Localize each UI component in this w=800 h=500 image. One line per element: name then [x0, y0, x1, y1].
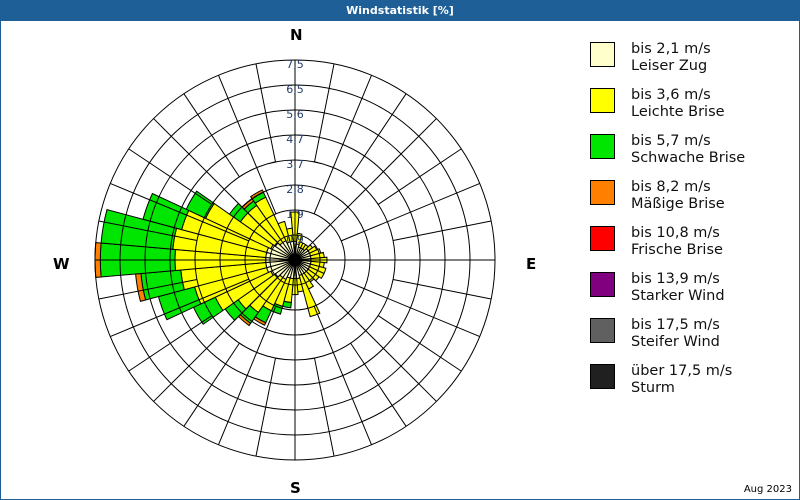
rose-bar-segment	[277, 220, 291, 244]
ring-label: 5,6	[286, 108, 304, 121]
legend-label: Frische Brise	[631, 242, 723, 258]
ring-label: 7,5	[286, 58, 304, 71]
ring-label: 3,7	[286, 158, 304, 171]
rose-bar-segment	[295, 232, 303, 246]
legend-swatch	[590, 364, 615, 389]
rose-bar-segment	[307, 266, 325, 280]
chart-title: Windstatistik [%]	[0, 0, 800, 21]
legend-label: Schwache Brise	[631, 150, 746, 166]
ring-label: 0,9	[286, 233, 304, 246]
legend-speed: bis 5,7 m/s	[631, 133, 711, 149]
legend-speed: bis 17,5 m/s	[631, 317, 720, 333]
legend-speed: bis 3,6 m/s	[631, 87, 711, 103]
legend-swatch	[590, 226, 615, 251]
legend-swatch	[590, 42, 615, 67]
rose-bar-segment	[142, 192, 190, 231]
ring-label: 4,7	[286, 133, 304, 146]
legend-speed: bis 13,9 m/s	[631, 271, 720, 287]
legend-swatch	[590, 88, 615, 113]
legend-swatch	[590, 180, 615, 205]
date-label: Aug 2023	[743, 484, 792, 495]
legend-speed: bis 8,2 m/s	[631, 179, 711, 195]
compass-north-label: N	[290, 26, 303, 44]
compass-south-label: S	[290, 479, 301, 497]
legend-label: Leichte Brise	[631, 104, 725, 120]
legend-swatch	[590, 134, 615, 159]
legend-label: Starker Wind	[631, 288, 725, 304]
rose-bar-segment	[100, 209, 178, 250]
legend-label: Sturm	[631, 380, 675, 396]
legend-speed: bis 10,8 m/s	[631, 225, 720, 241]
ring-label: 1,9	[286, 208, 304, 221]
legend-label: Mäßige Brise	[631, 196, 725, 212]
legend-swatch	[590, 272, 615, 297]
legend-speed: über 17,5 m/s	[631, 363, 733, 379]
ring-label: 6,5	[286, 83, 304, 96]
legend-label: Leiser Zug	[631, 58, 708, 74]
legend-speed: bis 2,1 m/s	[631, 41, 711, 57]
compass-east-label: E	[526, 255, 537, 273]
legend-swatch	[590, 318, 615, 343]
rose-bar-segment	[249, 189, 265, 200]
compass-west-label: W	[53, 255, 70, 273]
ring-label: 2,8	[286, 183, 304, 196]
legend-label: Steifer Wind	[631, 334, 720, 350]
